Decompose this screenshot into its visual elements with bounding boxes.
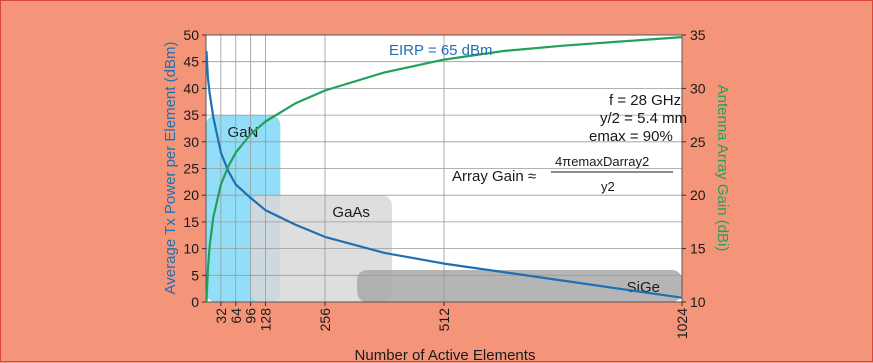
region-label-gaas: GaAs bbox=[332, 204, 370, 221]
x-axis-tick-label: 256 bbox=[317, 308, 333, 332]
x-axis-tick-label: 64 bbox=[228, 308, 244, 324]
x-axis-tick-label: 128 bbox=[258, 308, 274, 332]
left-axis-tick-label: 30 bbox=[183, 134, 199, 150]
right-axis-tick-label: 15 bbox=[690, 241, 706, 257]
left-axis-tick-label: 0 bbox=[191, 294, 199, 310]
left-axis-tick-label: 15 bbox=[183, 214, 199, 230]
spacing-annotation: y/2 = 5.4 mm bbox=[600, 110, 687, 127]
formula-numerator: 4πemaxDarray2 bbox=[555, 154, 649, 169]
x-axis-tick-label: 32 bbox=[213, 308, 229, 324]
tx-power-line bbox=[205, 50, 683, 299]
right-axis-tick-label: 10 bbox=[690, 294, 706, 310]
formula-denominator: y2 bbox=[601, 179, 615, 194]
axes-layer: 0 5 10 15 20 25 30 35 40 45 50 10 15 20 25 30 35 32649612… bbox=[183, 27, 705, 339]
x-axis-title: Number of Active Elements bbox=[355, 347, 536, 363]
right-axis-tick-label: 25 bbox=[690, 134, 706, 150]
left-axis-tick-label: 35 bbox=[183, 107, 199, 123]
efficiency-annotation: emax = 90% bbox=[589, 128, 673, 145]
left-axis-tick-label: 25 bbox=[183, 161, 199, 177]
right-axis-tick-label: 30 bbox=[690, 80, 706, 96]
left-axis-tick-label: 45 bbox=[183, 54, 199, 70]
right-axis-title: Antenna Array Gain (dBi) bbox=[714, 85, 731, 252]
right-axis-tick-label: 20 bbox=[690, 187, 706, 203]
eirp-annotation: EIRP = 65 dBm bbox=[389, 42, 493, 59]
right-axis-tick-label: 35 bbox=[690, 27, 706, 43]
left-axis-tick-label: 50 bbox=[183, 27, 199, 43]
array-gain-line bbox=[205, 36, 683, 303]
left-axis-tick-label: 10 bbox=[183, 241, 199, 257]
region-sige bbox=[357, 269, 682, 302]
left-axis-tick-label: 5 bbox=[191, 267, 199, 283]
x-axis-tick-label: 96 bbox=[243, 308, 259, 324]
frequency-annotation: f = 28 GHz bbox=[609, 92, 681, 109]
left-axis-tick-label: 40 bbox=[183, 80, 199, 96]
series-layer bbox=[205, 36, 683, 303]
annotation-layer: EIRP = 65 dBm f = 28 GHz y/2 = 5.4 mm em… bbox=[162, 42, 731, 363]
left-axis-tick-label: 20 bbox=[183, 187, 199, 203]
formula-lhs: Array Gain ≈ bbox=[452, 168, 536, 185]
x-axis-tick-label: 512 bbox=[436, 308, 452, 332]
left-axis-title: Average Tx Power per Element (dBm) bbox=[162, 42, 179, 295]
x-axis-tick-label: 1024 bbox=[674, 308, 690, 339]
